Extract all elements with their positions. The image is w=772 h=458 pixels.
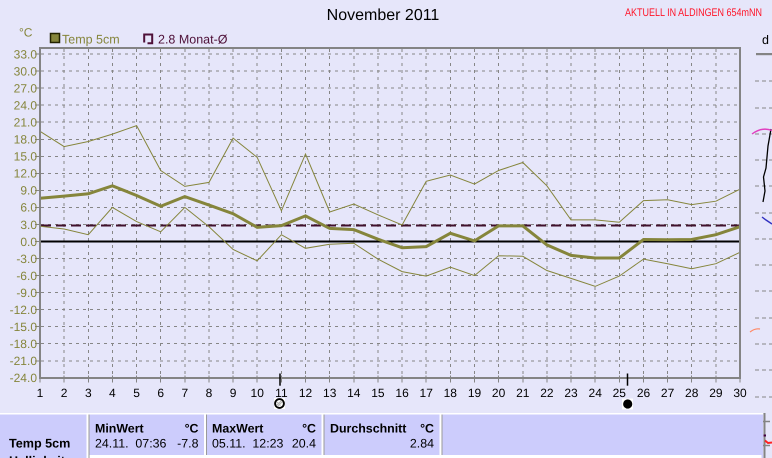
svg-text:10: 10 (251, 386, 265, 400)
svg-text:11: 11 (275, 386, 288, 400)
svg-text:Helligkeit: Helligkeit (9, 454, 66, 458)
svg-text:25: 25 (613, 386, 627, 400)
svg-text:d: d (762, 33, 769, 47)
svg-text:0.0: 0.0 (20, 235, 37, 249)
svg-text:Temp 5cm: Temp 5cm (9, 436, 70, 450)
svg-text:29: 29 (709, 386, 723, 400)
svg-text:-12.0: -12.0 (10, 303, 38, 317)
svg-text:9.0: 9.0 (20, 184, 37, 198)
svg-text:7: 7 (181, 386, 188, 400)
svg-text:°C: °C (302, 422, 316, 436)
svg-text:-3.0: -3.0 (16, 252, 37, 266)
svg-text:05.11. 12:23: 05.11. 12:23 (212, 436, 284, 450)
svg-text:22: 22 (540, 386, 554, 400)
svg-text:30.0: 30.0 (14, 64, 38, 78)
svg-text:21: 21 (516, 386, 530, 400)
svg-text:MinWert: MinWert (95, 422, 144, 436)
svg-text:5: 5 (133, 386, 140, 400)
svg-text:4: 4 (109, 386, 116, 400)
svg-text:14: 14 (347, 386, 361, 400)
svg-text:-7.8: -7.8 (177, 436, 198, 450)
svg-text:15.0: 15.0 (14, 150, 38, 164)
svg-text:24: 24 (589, 386, 603, 400)
svg-text:Temp 5cm: Temp 5cm (62, 33, 120, 47)
svg-text:27: 27 (661, 386, 675, 400)
svg-text:-18.0: -18.0 (10, 337, 38, 351)
svg-text:2: 2 (61, 386, 68, 400)
svg-text:24.11. 07:36: 24.11. 07:36 (95, 436, 167, 450)
svg-text:2.84: 2.84 (410, 436, 434, 450)
svg-text:6: 6 (157, 386, 164, 400)
svg-text:23: 23 (564, 386, 578, 400)
svg-text:3: 3 (85, 386, 92, 400)
svg-text:21.0: 21.0 (14, 116, 38, 130)
svg-text:-21.0: -21.0 (10, 354, 38, 368)
svg-text:2.8 Monat-Ø: 2.8 Monat-Ø (158, 33, 228, 47)
svg-text:28: 28 (685, 386, 699, 400)
svg-text:6.0: 6.0 (20, 201, 37, 215)
svg-text:°C: °C (420, 422, 434, 436)
svg-text:18.0: 18.0 (14, 133, 38, 147)
svg-text:24.0: 24.0 (14, 99, 38, 113)
svg-text:19: 19 (468, 386, 482, 400)
svg-text:12: 12 (299, 386, 313, 400)
svg-text:13: 13 (323, 386, 337, 400)
svg-text:16: 16 (395, 386, 409, 400)
svg-text:8: 8 (206, 386, 213, 400)
svg-text:November 2011: November 2011 (327, 7, 440, 24)
svg-text:-15.0: -15.0 (10, 320, 38, 334)
svg-text:12.0: 12.0 (14, 167, 38, 181)
svg-text:9: 9 (230, 386, 237, 400)
svg-text:27.0: 27.0 (14, 81, 38, 95)
svg-text:18: 18 (444, 386, 458, 400)
svg-text:°C: °C (185, 422, 199, 436)
svg-text:-6.0: -6.0 (16, 269, 37, 283)
svg-text:°C: °C (19, 26, 33, 40)
svg-text:20.4: 20.4 (292, 436, 316, 450)
svg-text:30: 30 (733, 386, 747, 400)
svg-text:MaxWert: MaxWert (212, 422, 263, 436)
svg-text:-9.0: -9.0 (16, 286, 37, 300)
svg-text:26: 26 (637, 386, 651, 400)
svg-text:17: 17 (420, 386, 434, 400)
svg-text:20: 20 (492, 386, 506, 400)
svg-text:33.0: 33.0 (14, 47, 38, 61)
svg-text:3.0: 3.0 (20, 218, 37, 232)
svg-text:-24.0: -24.0 (10, 371, 38, 385)
svg-text:1: 1 (37, 386, 44, 400)
svg-text:Durchschnitt: Durchschnitt (330, 422, 406, 436)
svg-text:AKTUELL IN ALDINGEN 654mNN: AKTUELL IN ALDINGEN 654mNN (625, 7, 762, 19)
svg-text:15: 15 (371, 386, 385, 400)
